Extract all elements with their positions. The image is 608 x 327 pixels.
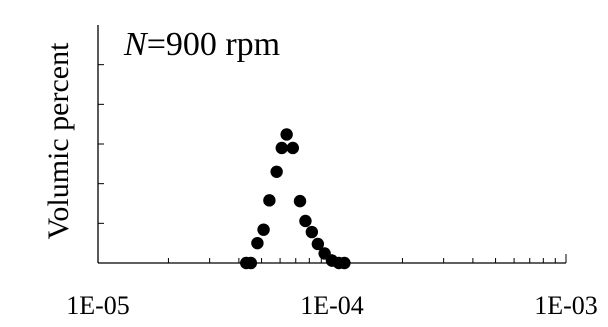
annotation: N=900 rpm bbox=[123, 26, 280, 63]
data-point bbox=[293, 194, 307, 208]
data-point bbox=[257, 223, 270, 236]
data-point bbox=[280, 128, 293, 141]
y-axis-label: Volumic percent bbox=[42, 42, 75, 240]
data-point bbox=[286, 141, 300, 155]
data-point bbox=[270, 165, 283, 178]
data-point bbox=[305, 225, 319, 239]
data-point bbox=[263, 194, 276, 207]
svg-text:N=900 rpm: N=900 rpm bbox=[123, 26, 280, 63]
x-tick-labels: 1E-05 1E-04 1E-03 bbox=[66, 291, 598, 320]
data-point bbox=[311, 237, 325, 251]
data-point bbox=[299, 214, 312, 228]
annotation-italic: N bbox=[123, 26, 149, 63]
x-tick-label: 1E-03 bbox=[534, 291, 598, 320]
data-point bbox=[244, 256, 258, 270]
annotation-text: =900 rpm bbox=[147, 26, 280, 63]
data-point bbox=[338, 256, 351, 270]
data-point bbox=[251, 236, 264, 250]
data-points bbox=[240, 128, 351, 270]
data-point bbox=[275, 141, 288, 155]
axes bbox=[97, 25, 567, 264]
x-tick-label: 1E-04 bbox=[300, 291, 364, 320]
x-tick-label: 1E-05 bbox=[66, 291, 130, 320]
